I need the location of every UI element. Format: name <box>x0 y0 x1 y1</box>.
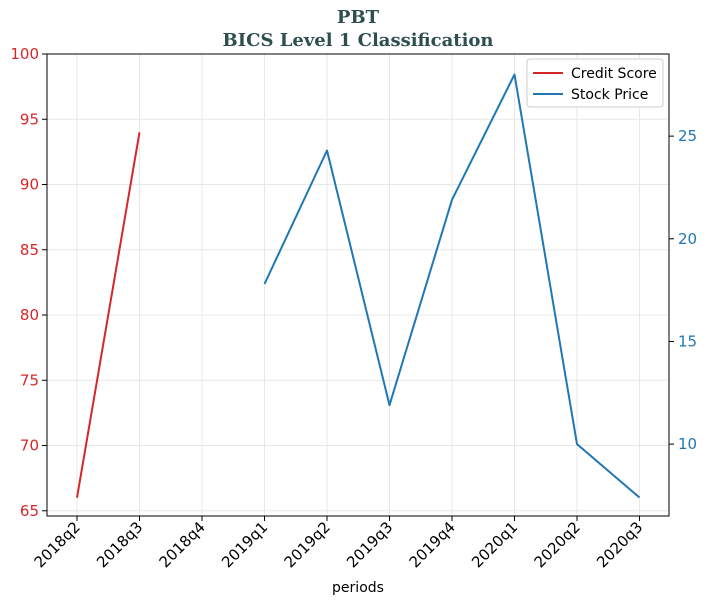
chart-subtitle: BICS Level 1 Classification <box>222 30 493 51</box>
left-tick-label: 85 <box>20 241 39 259</box>
plot-frame <box>46 53 670 517</box>
grid-lines <box>47 53 669 516</box>
x-tick-label: 2019q1 <box>218 518 271 571</box>
x-axis-label: periods <box>332 580 384 596</box>
series-line-stock-price <box>263 73 641 499</box>
x-axis: 2018q2 2018q3 2018q4 2019q1 2019q2 2019q3 2019… <box>31 516 646 571</box>
x-tick-label: 2018q3 <box>93 518 146 571</box>
left-tick-label: 75 <box>20 371 39 389</box>
series-line-credit-score <box>76 132 141 498</box>
x-tick-label: 2020q1 <box>468 518 521 571</box>
chart-title: PBT <box>337 7 380 28</box>
left-tick-label: 90 <box>20 176 39 194</box>
left-tick-label: 65 <box>20 502 39 520</box>
left-tick-label: 70 <box>20 437 39 455</box>
left-axis: 65 70 75 80 85 90 95 100 <box>10 45 47 520</box>
legend-label-credit-score: Credit Score <box>571 66 657 82</box>
x-tick-label: 2019q3 <box>343 518 396 571</box>
right-tick-label: 10 <box>678 435 697 453</box>
right-tick-label: 25 <box>678 127 697 145</box>
legend-label-stock-price: Stock Price <box>571 87 648 103</box>
x-tick-label: 2018q4 <box>156 518 209 571</box>
x-tick-label: 2019q2 <box>281 518 334 571</box>
left-tick-label: 95 <box>20 110 39 128</box>
left-tick-label: 100 <box>10 45 39 63</box>
right-tick-label: 15 <box>678 332 697 350</box>
x-tick-label: 2020q2 <box>531 518 584 571</box>
right-tick-label: 20 <box>678 230 697 248</box>
legend: Credit Score Stock Price <box>526 58 664 108</box>
right-axis: 10 15 20 25 <box>669 127 697 453</box>
series-lines <box>76 73 641 499</box>
x-tick-label: 2019q4 <box>406 518 459 571</box>
x-tick-label: 2020q3 <box>593 518 646 571</box>
x-tick-label: 2018q2 <box>31 518 84 571</box>
left-tick-label: 80 <box>20 306 39 324</box>
